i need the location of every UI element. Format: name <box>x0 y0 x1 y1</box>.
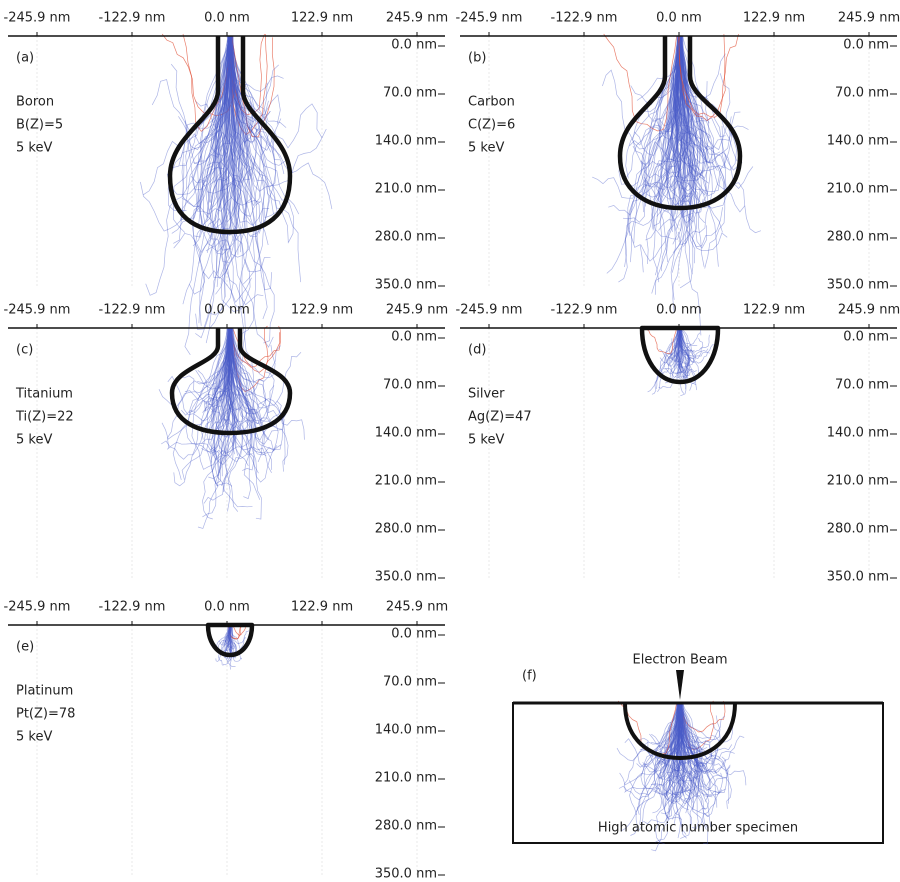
y-tick-label: 140.0 nm <box>375 134 437 149</box>
y-tick-label: 0.0 nm <box>391 38 437 53</box>
figure: Electron Beam (f) High atomic number spe… <box>0 0 900 882</box>
beam-energy: 5 keV <box>16 730 52 745</box>
x-tick-label: -122.9 nm <box>99 11 166 26</box>
element-formula: Pt(Z)=78 <box>16 707 75 722</box>
x-tick-label: -245.9 nm <box>4 600 71 615</box>
beam-energy: 5 keV <box>468 433 504 448</box>
beam-energy: 5 keV <box>16 141 52 156</box>
y-tick-label: 210.0 nm <box>827 474 889 489</box>
trajectory <box>602 36 681 149</box>
y-tick-label: 210.0 nm <box>375 182 437 197</box>
x-tick-label: 245.9 nm <box>838 303 900 318</box>
y-tick-label: 280.0 nm <box>827 230 889 245</box>
x-tick-label: 0.0 nm <box>656 11 702 26</box>
beam-arrow <box>676 670 684 700</box>
y-tick-label: 280.0 nm <box>375 819 437 834</box>
element-formula: Ti(Z)=22 <box>15 410 74 425</box>
x-tick-label: -245.9 nm <box>4 11 71 26</box>
y-tick-label: 280.0 nm <box>827 522 889 537</box>
element-name: Boron <box>16 95 54 110</box>
y-tick-label: 70.0 nm <box>383 86 437 101</box>
y-tick-label: 350.0 nm <box>827 570 889 585</box>
element-name: Titanium <box>15 387 73 402</box>
panel: -245.9 nm -122.9 nm 0.0 nm 122.9 nm 245.9 nm… <box>456 303 900 585</box>
y-tick-label: 210.0 nm <box>375 771 437 786</box>
beam-label: Electron Beam <box>633 653 728 668</box>
y-tick-label: 140.0 nm <box>375 723 437 738</box>
y-tick-label: 70.0 nm <box>383 378 437 393</box>
y-tick-label: 0.0 nm <box>843 38 889 53</box>
y-tick-label: 210.0 nm <box>375 474 437 489</box>
y-tick-label: 140.0 nm <box>827 134 889 149</box>
panel: -245.9 nm -122.9 nm 0.0 nm 122.9 nm 245.9 nm… <box>4 600 449 882</box>
y-tick-label: 280.0 nm <box>375 230 437 245</box>
y-tick-label: 0.0 nm <box>391 330 437 345</box>
specimen-label: High atomic number specimen <box>598 821 798 836</box>
element-formula: B(Z)=5 <box>16 118 63 133</box>
y-tick-label: 140.0 nm <box>827 426 889 441</box>
beam-energy: 5 keV <box>468 141 504 156</box>
trajectory <box>680 36 725 98</box>
x-tick-label: -245.9 nm <box>4 303 71 318</box>
x-tick-label: 245.9 nm <box>386 303 448 318</box>
x-tick-label: 0.0 nm <box>656 303 702 318</box>
x-tick-label: 0.0 nm <box>204 11 250 26</box>
y-tick-label: 0.0 nm <box>391 627 437 642</box>
y-tick-label: 350.0 nm <box>827 278 889 293</box>
y-tick-label: 140.0 nm <box>375 426 437 441</box>
y-tick-label: 70.0 nm <box>835 378 889 393</box>
x-tick-label: -245.9 nm <box>456 303 523 318</box>
y-tick-label: 350.0 nm <box>375 570 437 585</box>
beam-energy: 5 keV <box>16 433 52 448</box>
x-tick-label: 245.9 nm <box>386 600 448 615</box>
x-tick-label: 0.0 nm <box>204 303 250 318</box>
x-tick-label: -122.9 nm <box>99 303 166 318</box>
panel-label: (f) <box>522 669 537 684</box>
y-tick-label: 210.0 nm <box>827 182 889 197</box>
y-tick-label: 70.0 nm <box>835 86 889 101</box>
panel-label: (e) <box>16 640 34 655</box>
x-tick-label: 245.9 nm <box>838 11 900 26</box>
panel-label: (b) <box>468 51 486 66</box>
x-tick-label: -122.9 nm <box>551 303 618 318</box>
x-tick-label: 122.9 nm <box>291 11 353 26</box>
panel: -245.9 nm -122.9 nm 0.0 nm 122.9 nm 245.9 nm… <box>456 11 900 336</box>
element-formula: Ag(Z)=47 <box>468 410 532 425</box>
y-tick-label: 280.0 nm <box>375 522 437 537</box>
panel: -245.9 nm -122.9 nm 0.0 nm 122.9 nm 245.9 nm… <box>4 11 449 392</box>
element-name: Platinum <box>16 684 73 699</box>
panel-label: (c) <box>16 343 33 358</box>
x-tick-label: 122.9 nm <box>291 600 353 615</box>
x-tick-label: 0.0 nm <box>204 600 250 615</box>
x-tick-label: 122.9 nm <box>743 303 805 318</box>
y-tick-label: 0.0 nm <box>843 330 889 345</box>
x-tick-label: 245.9 nm <box>386 11 448 26</box>
panel: -245.9 nm -122.9 nm 0.0 nm 122.9 nm 245.9 nm… <box>4 303 449 585</box>
x-tick-label: -245.9 nm <box>456 11 523 26</box>
element-name: Silver <box>468 387 505 402</box>
panel-label: (a) <box>16 51 34 66</box>
panel-label: (d) <box>468 343 486 358</box>
element-name: Carbon <box>468 95 515 110</box>
y-tick-label: 350.0 nm <box>375 867 437 882</box>
x-tick-label: -122.9 nm <box>99 600 166 615</box>
x-tick-label: -122.9 nm <box>551 11 618 26</box>
element-formula: C(Z)=6 <box>468 118 515 133</box>
x-tick-label: 122.9 nm <box>291 303 353 318</box>
y-tick-label: 70.0 nm <box>383 675 437 690</box>
y-tick-label: 350.0 nm <box>375 278 437 293</box>
x-tick-label: 122.9 nm <box>743 11 805 26</box>
